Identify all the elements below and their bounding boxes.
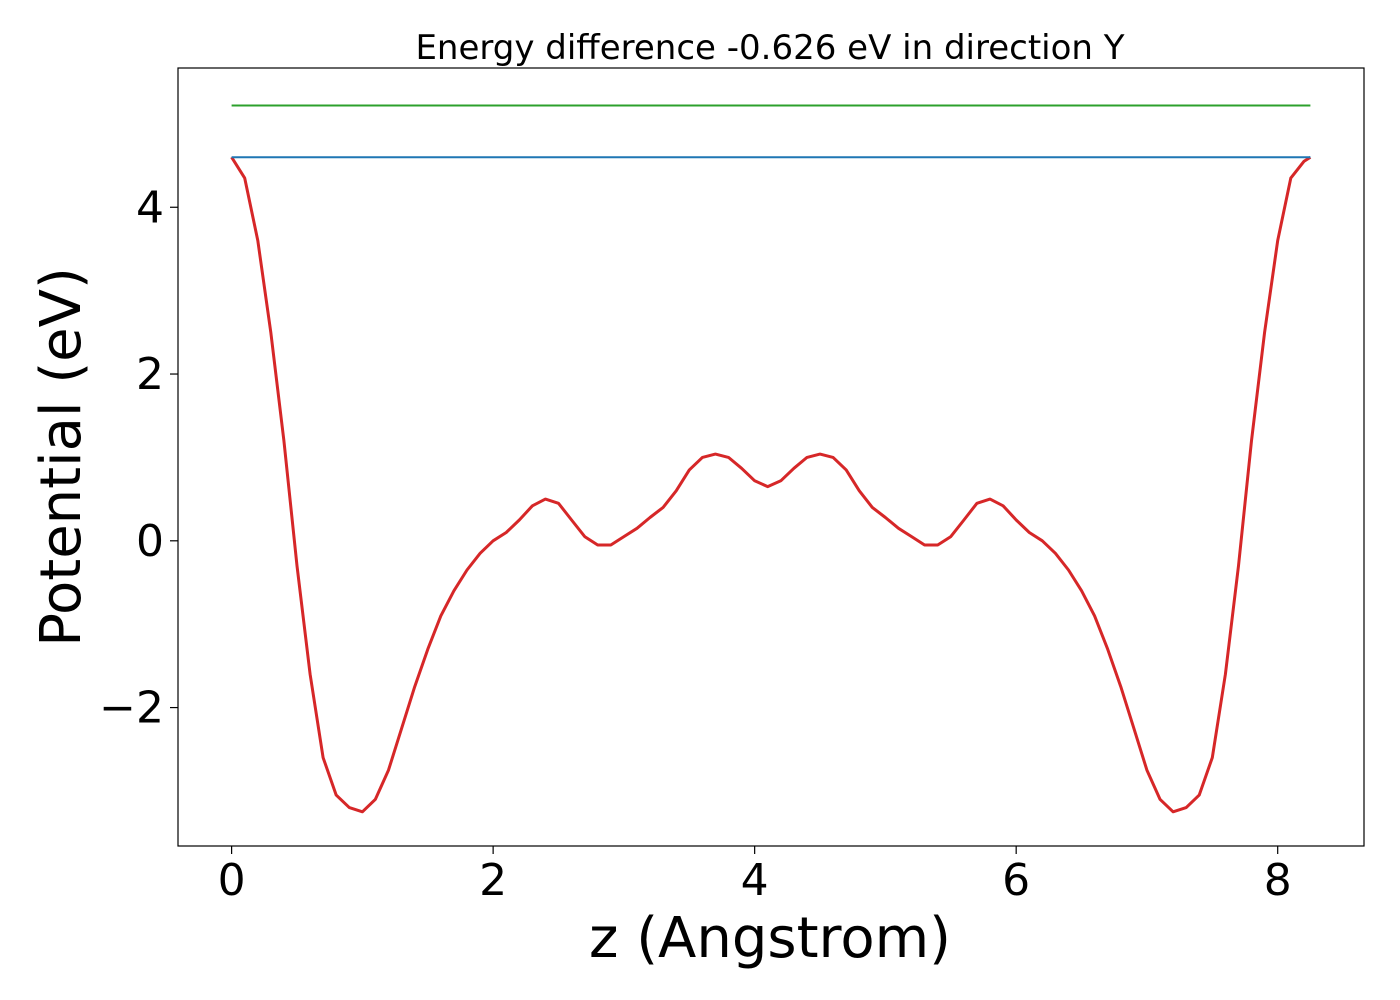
x-axis-label: z (Angstrom) [589, 906, 951, 971]
plot-frame [177, 67, 1365, 847]
chart-title: Energy difference -0.626 eV in direction… [415, 28, 1124, 68]
x-tick-label: 8 [1264, 855, 1292, 906]
y-axis-ticks: −2 0 2 4 [99, 182, 178, 734]
x-tick-label: 6 [1002, 855, 1030, 906]
x-tick-label: 0 [218, 855, 246, 906]
x-axis-ticks: 0 2 4 6 8 [218, 846, 1292, 906]
x-tick-label: 4 [741, 855, 769, 906]
y-tick-label: 4 [136, 182, 164, 233]
plot-area [230, 104, 1312, 814]
y-axis-label: Potential (eV) [29, 267, 94, 647]
y-tick-label: −2 [99, 683, 164, 734]
y-tick-label: 0 [136, 516, 164, 567]
y-tick-label: 2 [136, 349, 164, 400]
x-tick-label: 2 [479, 855, 507, 906]
series-line-0 [230, 155, 1312, 814]
